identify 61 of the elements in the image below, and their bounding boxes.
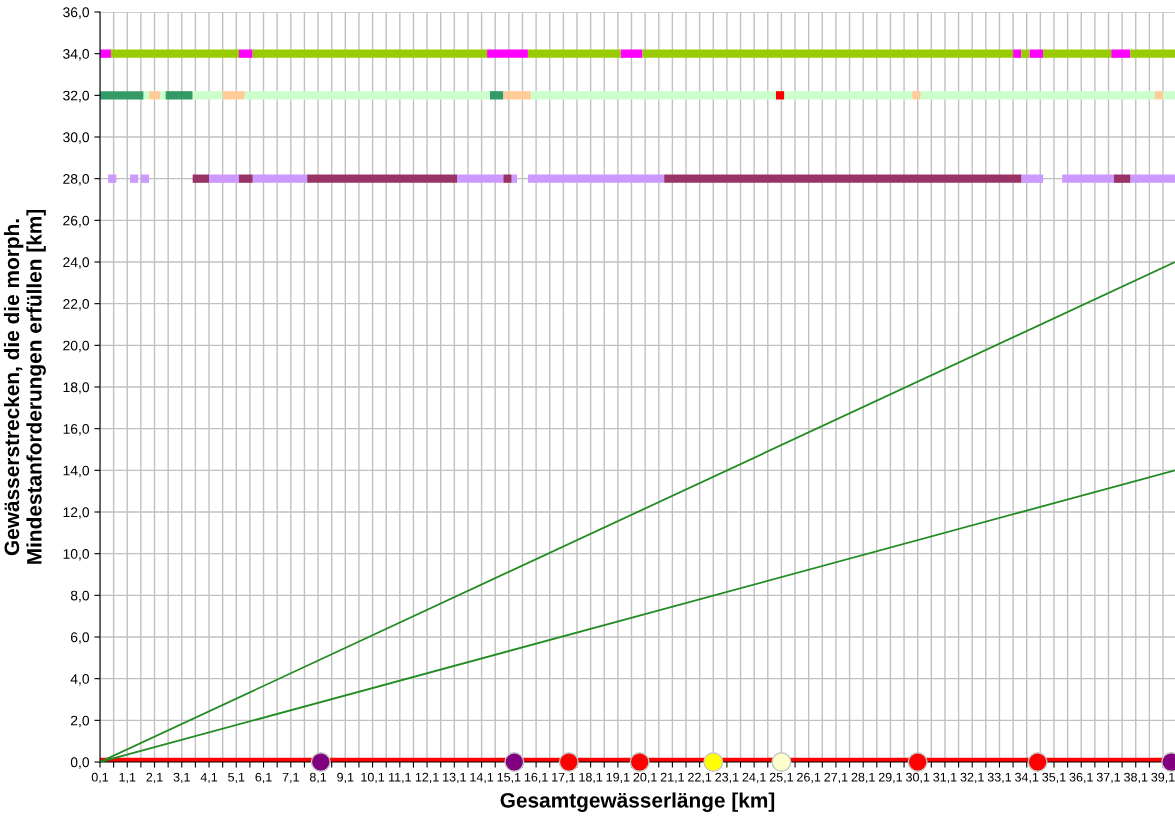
y-tick-label: 18,0 — [63, 382, 90, 394]
x-tick-label: 22,1 — [688, 772, 712, 784]
x-axis-title: Gesamtgewässerlänge [km] — [500, 792, 775, 812]
x-tick-label: 19,1 — [606, 772, 630, 784]
y-tick-label: 22,0 — [63, 299, 90, 311]
x-tick-label: 9,1 — [337, 772, 354, 784]
y-tick-label: 36,0 — [63, 7, 90, 19]
x-tick-label: 38,1 — [1124, 772, 1148, 784]
x-tick-label: 12,1 — [415, 772, 439, 784]
x-tick-label: 15,1 — [497, 772, 521, 784]
x-tick-label: 3,1 — [173, 772, 190, 784]
x-tick-label: 29,1 — [878, 772, 902, 784]
x-tick-label: 11,1 — [389, 772, 411, 784]
x-tick-label: 6,1 — [255, 772, 272, 784]
x-tick-label: 4,1 — [200, 772, 218, 784]
x-tick-label: 25,1 — [769, 772, 793, 784]
y-axis-title: Gewässerstrecken, die die morph. Mindestanforderungen erfüllen [km] — [3, 209, 46, 564]
x-tick-label: 35,1 — [1042, 772, 1066, 784]
y-tick-label: 26,0 — [63, 215, 90, 228]
x-tick-label: 32,1 — [960, 772, 984, 784]
x-tick-label: 0,1 — [91, 772, 109, 784]
x-tick-label: 34,1 — [1015, 772, 1039, 784]
y-tick-label: 4,0 — [70, 674, 90, 686]
x-tick-label: 18,1 — [579, 772, 603, 784]
x-tick-label: 7,1 — [282, 772, 299, 784]
x-tick-label: 13,1 — [443, 772, 466, 784]
x-tick-label: 31,1 — [933, 772, 957, 784]
x-tick-label: 10,1 — [361, 772, 385, 784]
y-tick-label: 6,0 — [70, 632, 90, 644]
x-tick-label: 1,1 — [119, 772, 136, 784]
x-tick-label: 28,1 — [851, 772, 875, 784]
y-tick-label: 14,0 — [63, 465, 90, 478]
x-tick-label: 27,1 — [824, 772, 848, 784]
x-tick-label: 5,1 — [228, 772, 245, 784]
y-tick-label: 0,0 — [70, 757, 90, 769]
y-tick-label: 20,0 — [63, 340, 90, 353]
x-tick-label: 30,1 — [906, 772, 930, 784]
x-tick-label: 8,1 — [309, 772, 327, 784]
x-tick-label: 39,1 — [1151, 772, 1175, 784]
x-tick-label: 14,1 — [470, 772, 494, 784]
y-tick-label: 32,0 — [63, 90, 90, 103]
x-tick-label: 26,1 — [797, 772, 821, 784]
x-tick-label: 24,1 — [742, 772, 766, 784]
x-tick-label: 20,1 — [633, 772, 657, 784]
y-tick-label: 2,0 — [70, 715, 90, 728]
y-tick-label: 12,0 — [63, 507, 90, 519]
y-tick-label: 10,0 — [63, 549, 90, 561]
y-tick-label: 8,0 — [70, 590, 90, 603]
y-tick-label: 24,0 — [63, 257, 90, 269]
y-tick-label: 30,0 — [63, 132, 90, 144]
x-tick-label: 36,1 — [1069, 772, 1093, 784]
x-tick-label: 17,1 — [552, 772, 575, 784]
y-tick-label: 34,0 — [63, 49, 90, 61]
x-tick-label: 21,1 — [660, 772, 684, 784]
x-tick-label: 2,1 — [146, 772, 163, 784]
x-tick-label: 33,1 — [987, 772, 1012, 784]
x-tick-label: 16,1 — [524, 772, 548, 784]
x-tick-label: 23,1 — [715, 772, 739, 784]
x-tick-label: 37,1 — [1096, 772, 1121, 784]
y-tick-label: 28,0 — [63, 174, 90, 186]
y-tick-label: 16,0 — [63, 424, 90, 436]
